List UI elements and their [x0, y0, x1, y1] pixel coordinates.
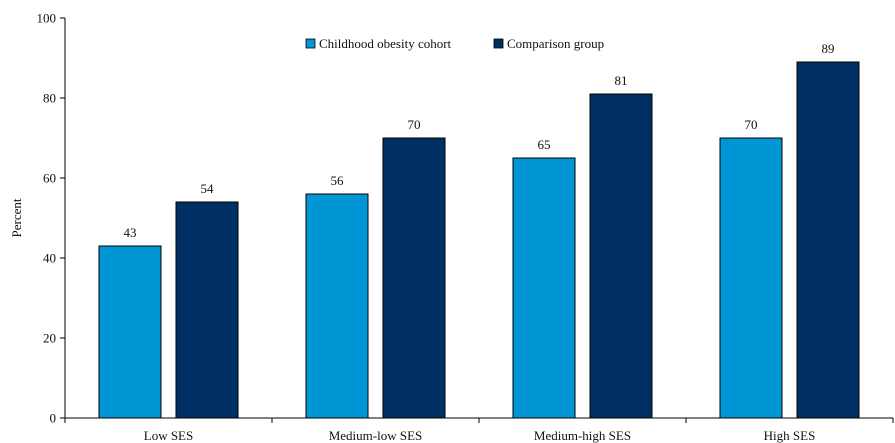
x-category-label: Medium-high SES: [534, 428, 631, 443]
x-category-label: Medium-low SES: [329, 428, 423, 443]
data-label: 65: [538, 137, 551, 152]
y-axis: 0 20 40 60 80 100: [37, 11, 66, 426]
legend-label: Comparison group: [507, 36, 604, 51]
bar: [175, 201, 239, 419]
data-label: 81: [615, 73, 628, 88]
y-axis-title: Percent: [9, 198, 24, 237]
legend-swatch: [305, 38, 316, 49]
x-axis: Low SES Medium-low SES Medium-high SES High…: [64, 417, 894, 443]
data-label: 54: [201, 181, 215, 196]
data-label: 43: [124, 225, 137, 240]
data-label: 70: [745, 117, 758, 132]
data-label: 70: [408, 117, 421, 132]
y-tick-label: 100: [37, 11, 57, 26]
bar: [719, 137, 783, 419]
x-category-label: Low SES: [144, 428, 193, 443]
bar: [796, 61, 860, 419]
bar: [305, 193, 369, 419]
legend-swatch: [493, 38, 504, 49]
bar: [589, 93, 653, 419]
bar: [98, 245, 162, 419]
y-tick-label: 0: [50, 411, 57, 426]
y-tick-label: 60: [43, 171, 56, 186]
data-label: 89: [822, 41, 835, 56]
bar: [512, 157, 576, 419]
y-tick-label: 20: [43, 331, 56, 346]
legend-label: Childhood obesity cohort: [319, 36, 452, 51]
y-tick-label: 80: [43, 91, 56, 106]
legend: Childhood obesity cohort Comparison group: [305, 36, 604, 51]
bar: [382, 137, 446, 419]
y-tick-label: 40: [43, 251, 56, 266]
bars: 43 54 56 70 65 81 70 89: [98, 41, 860, 419]
x-category-label: High SES: [764, 428, 816, 443]
data-label: 56: [331, 173, 345, 188]
